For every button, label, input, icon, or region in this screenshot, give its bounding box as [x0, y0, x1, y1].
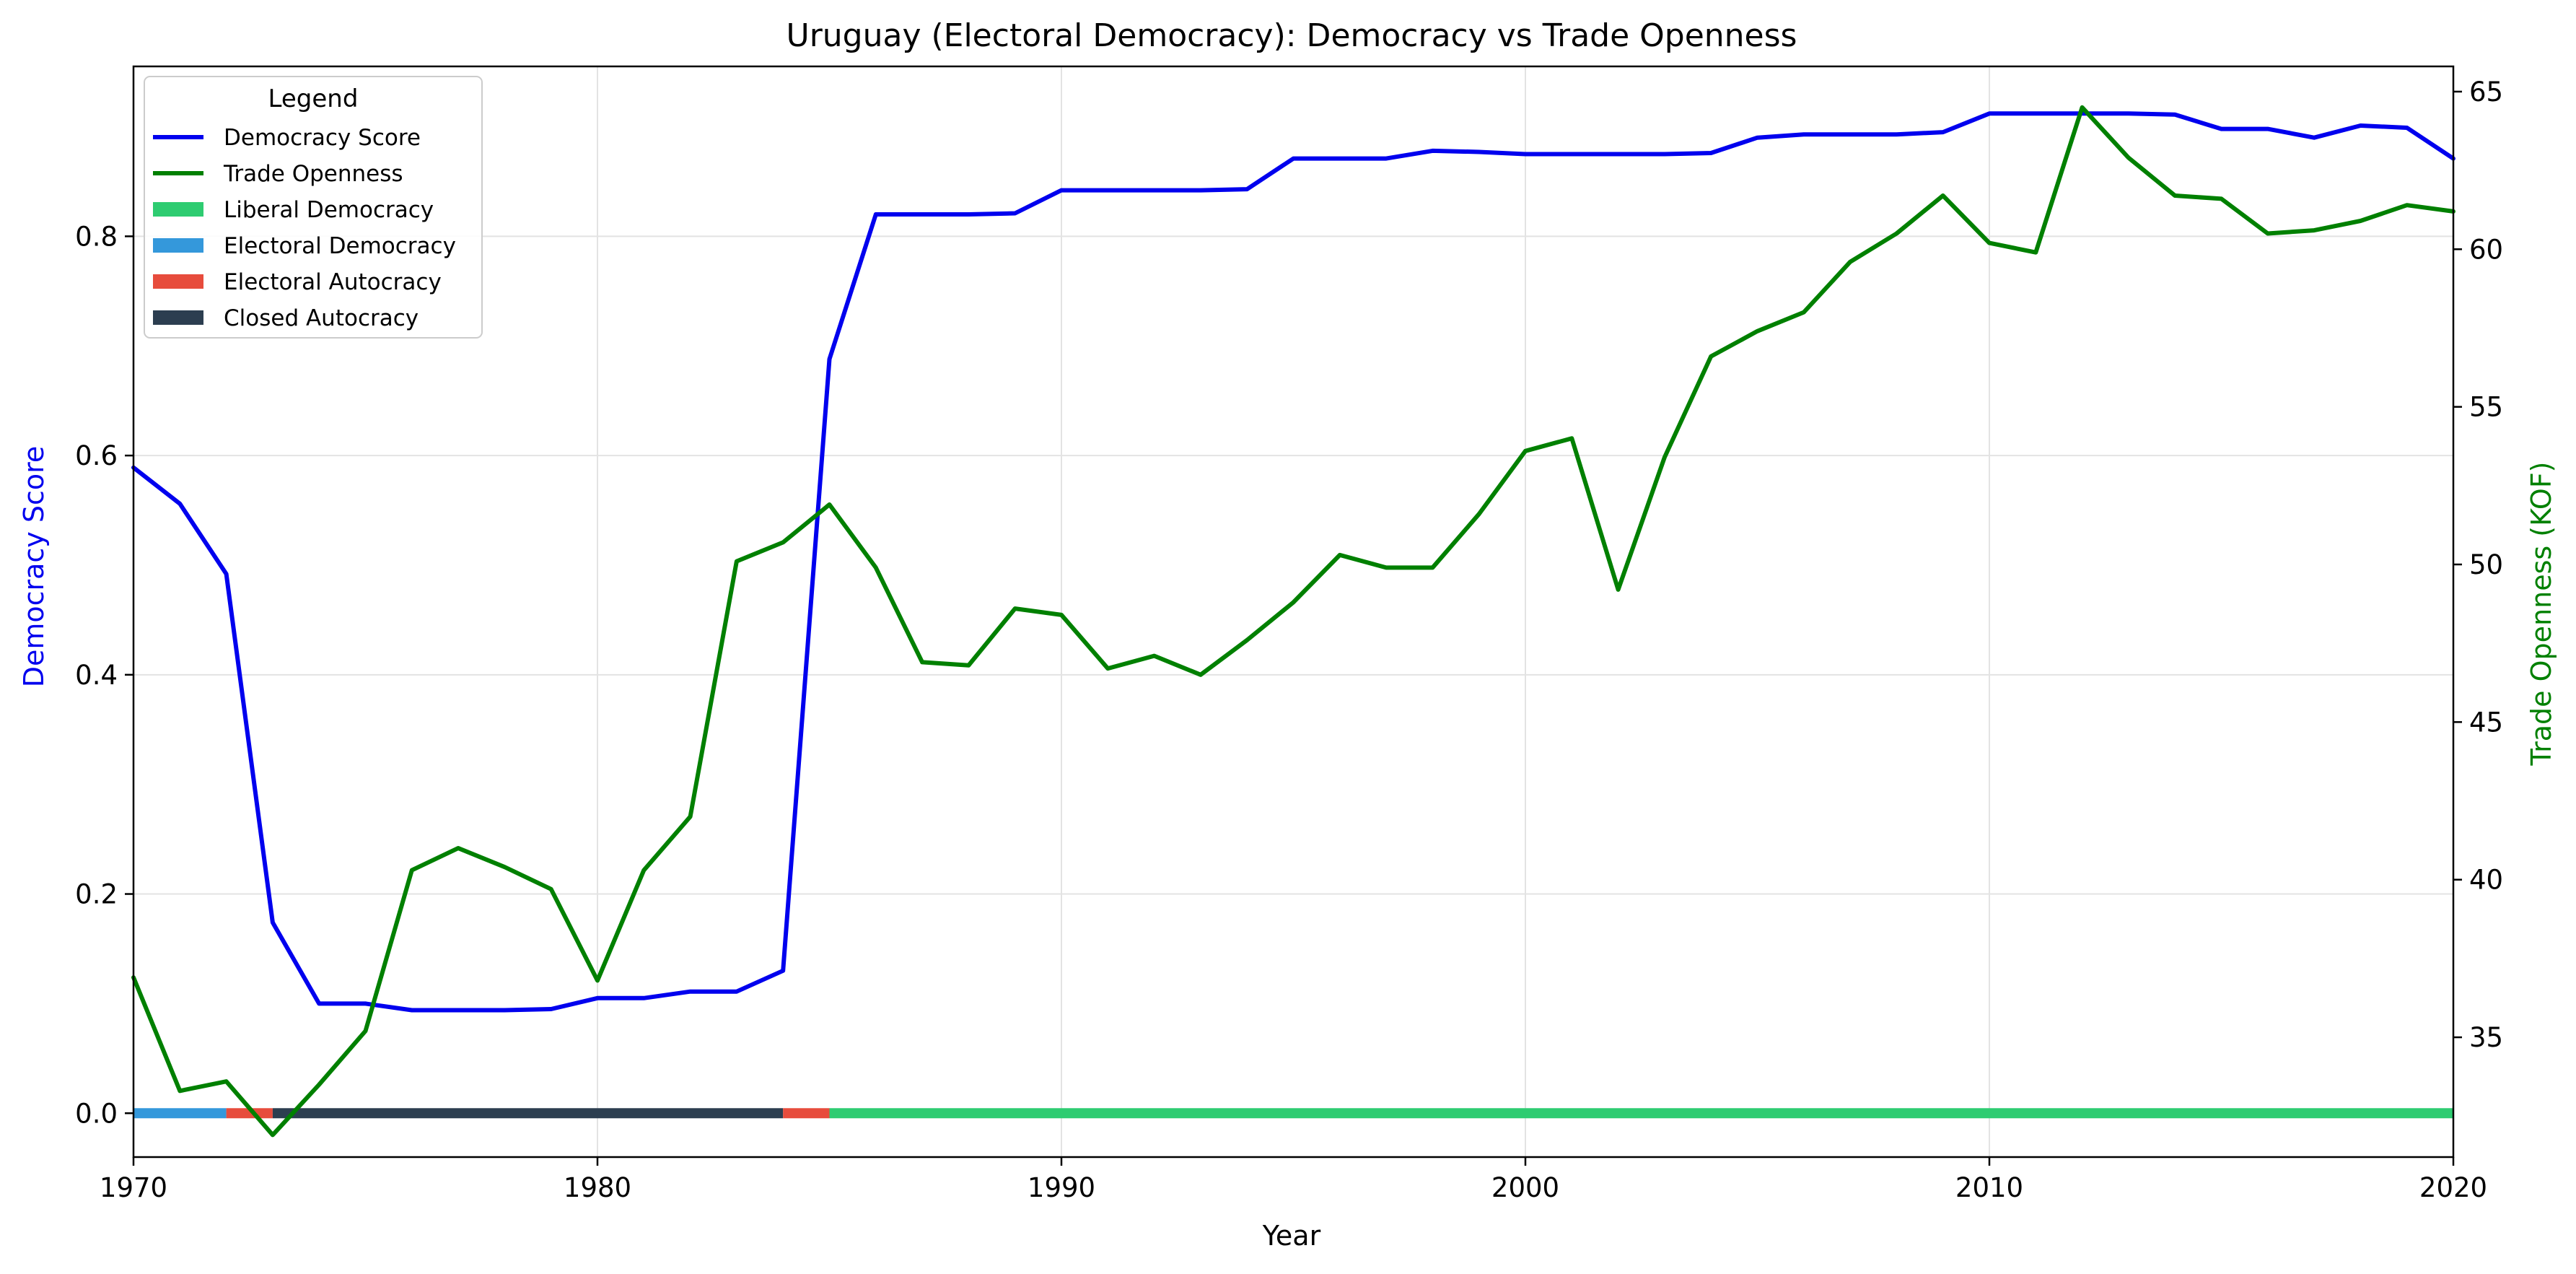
y-right-tick-label: 45	[2469, 707, 2503, 738]
x-tick-label: 1970	[100, 1172, 167, 1203]
series-line-trade-openness	[131, 105, 2455, 1138]
y-left-tick-label: 0.6	[75, 440, 118, 471]
x-tick-label: 2020	[2419, 1172, 2487, 1203]
legend-label: Democracy Score	[224, 125, 421, 151]
x-tick-label: 1980	[564, 1172, 631, 1203]
regime-segment-closed-autocracy	[272, 1108, 784, 1119]
legend-label: Closed Autocracy	[224, 305, 419, 331]
y-left-tick-label: 0.4	[75, 660, 118, 691]
regime-segment-electoral-democracy	[133, 1108, 227, 1119]
x-axis-label: Year	[1262, 1220, 1321, 1252]
legend-swatch-patch	[153, 238, 203, 253]
y-right-tick-label: 55	[2469, 392, 2503, 423]
x-tick-label: 2000	[1491, 1172, 1559, 1203]
regime-segment-liberal-democracy	[829, 1108, 2453, 1119]
legend: Legend Democracy Score Trade Openness Libe…	[144, 76, 483, 339]
y-right-tick-label: 35	[2469, 1022, 2503, 1053]
legend-label: Liberal Democracy	[224, 197, 434, 223]
y-left-tick-label: 0.2	[75, 879, 118, 910]
legend-label: Electoral Democracy	[224, 233, 456, 259]
y-right-tick-label: 40	[2469, 865, 2503, 896]
chart-title: Uruguay (Electoral Democracy): Democracy…	[787, 17, 1797, 54]
y-right-tick-label: 60	[2469, 234, 2503, 265]
legend-items: Democracy Score Trade Openness Liberal Dem…	[153, 125, 456, 331]
legend-swatch-patch	[153, 310, 203, 325]
legend-label: Electoral Autocracy	[224, 269, 442, 295]
regime-segment-electoral-autocracy	[783, 1108, 830, 1119]
regime-bar	[133, 1108, 2453, 1119]
y-right-axis-label: Trade Openness (KOF)	[2525, 461, 2557, 766]
y-right-tick-label: 65	[2469, 77, 2503, 108]
legend-box	[144, 76, 483, 339]
series-lines	[131, 105, 2455, 1138]
x-tick-label: 2010	[1955, 1172, 2023, 1203]
plot-frame	[132, 65, 2455, 1159]
y-left-tick-label: 0.8	[75, 221, 118, 252]
y-right-tick-label: 50	[2469, 549, 2503, 580]
legend-label: Trade Openness	[223, 161, 403, 187]
x-axis-ticks: 1970 1980 1990 2000 2010 2020	[100, 1157, 2487, 1203]
legend-title: Legend	[268, 84, 359, 113]
legend-swatch-patch	[153, 274, 203, 289]
y-left-axis-ticks: 0.0 0.2 0.4 0.6 0.8	[75, 221, 133, 1129]
x-tick-label: 1990	[1028, 1172, 1095, 1203]
y-left-tick-label: 0.0	[75, 1098, 118, 1129]
legend-swatch-patch	[153, 202, 203, 217]
y-left-axis-label: Democracy Score	[18, 446, 50, 688]
series-line-democracy-score	[131, 111, 2455, 1013]
regime-segment-electoral-autocracy	[226, 1108, 273, 1119]
y-right-axis-ticks: 35 40 45 50 55 60 65	[2453, 77, 2503, 1053]
